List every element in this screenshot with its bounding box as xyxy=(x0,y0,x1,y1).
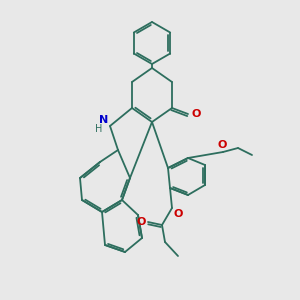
Text: N: N xyxy=(99,115,108,125)
Text: O: O xyxy=(173,209,182,219)
Text: H: H xyxy=(94,124,102,134)
Text: O: O xyxy=(136,217,146,227)
Text: O: O xyxy=(191,109,200,119)
Text: O: O xyxy=(217,140,227,150)
